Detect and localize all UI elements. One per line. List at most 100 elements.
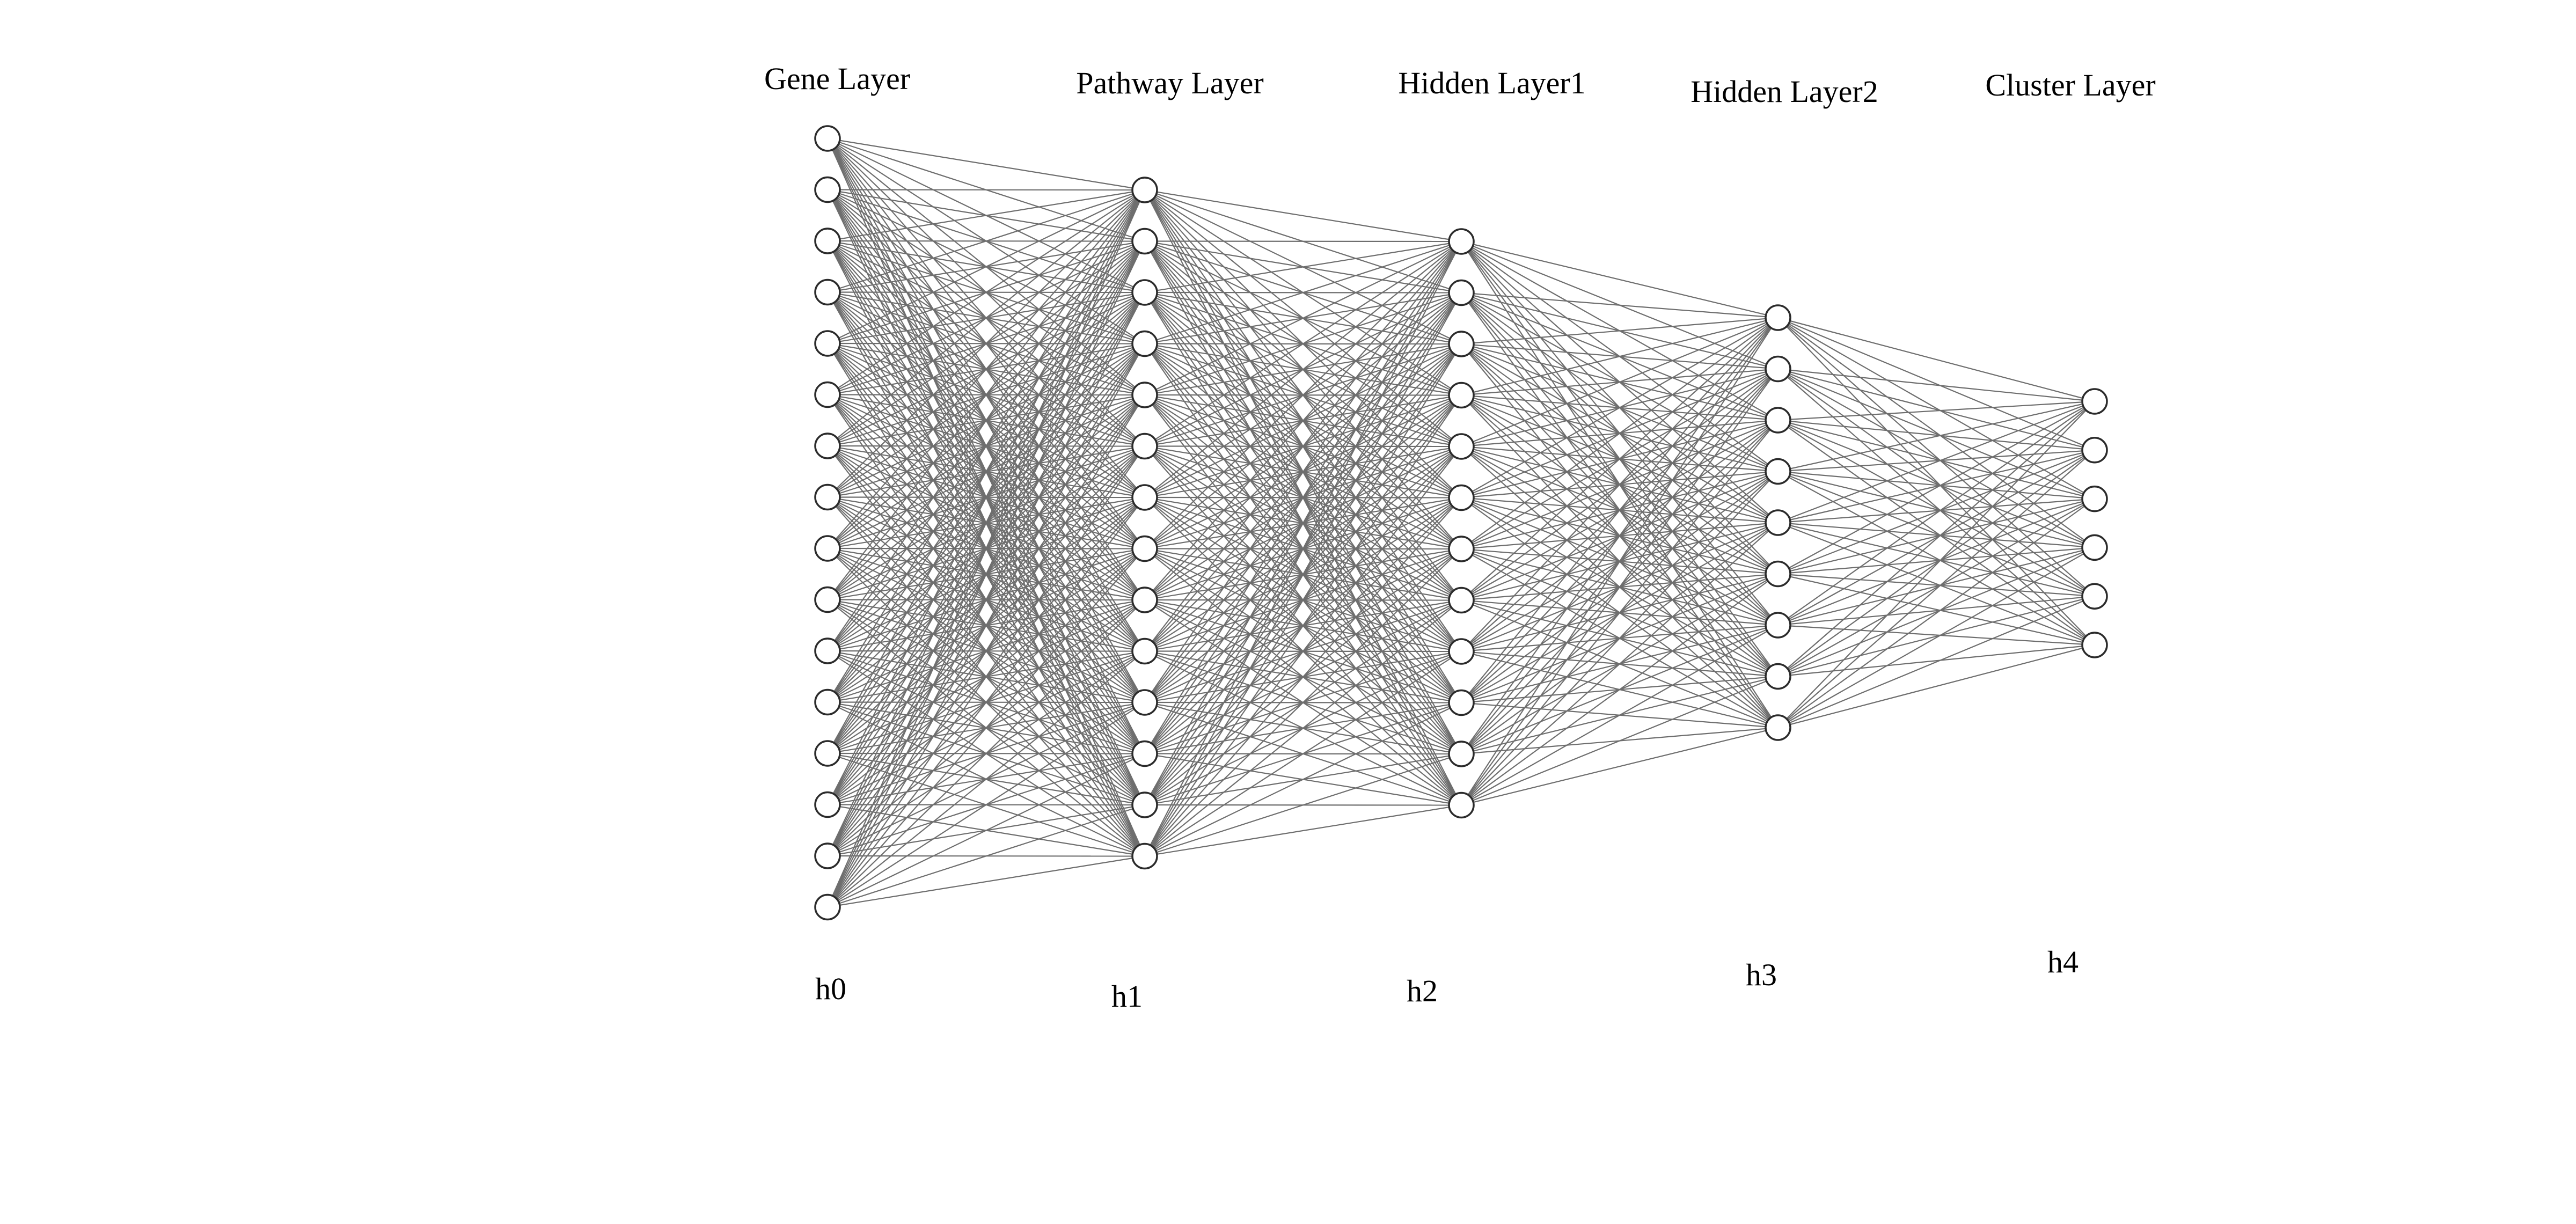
- edge-h0-8-h1-0: [827, 189, 1145, 549]
- edge-h3-7-h4-5: [1777, 644, 2095, 677]
- edge-h3-5-h4-0: [1777, 401, 2095, 575]
- edge-h1-13-h2-7: [1144, 599, 1462, 857]
- edge-h3-1-h4-5: [1777, 368, 2095, 646]
- edge-h3-7-h4-2: [1777, 498, 2095, 677]
- node-h3-6: [1765, 612, 1791, 639]
- edge-h3-1-h4-2: [1777, 368, 2095, 500]
- node-h3-2: [1765, 407, 1791, 434]
- edge-h3-2-h4-3: [1777, 419, 2095, 548]
- node-h4-4: [2081, 583, 2108, 610]
- edge-h3-4-h4-1: [1777, 449, 2095, 524]
- edge-h1-13-h2-3: [1144, 394, 1462, 857]
- edge-h3-4-h4-5: [1777, 522, 2095, 646]
- edge-h0-15-h1-7: [827, 548, 1145, 908]
- edge-h3-2-h4-0: [1777, 400, 2095, 421]
- edge-h3-7-h4-1: [1777, 449, 2095, 677]
- network-nodes: [814, 125, 2108, 921]
- edge-h2-11-h3-0: [1461, 317, 1779, 806]
- layer-title-hidden1: Hidden Layer1: [1398, 65, 1585, 100]
- edge-h2-3-h3-0: [1461, 317, 1779, 396]
- node-h0-9: [814, 586, 841, 613]
- edge-h2-11-h3-7: [1461, 676, 1779, 806]
- node-h2-11: [1448, 791, 1475, 819]
- edge-h1-13-h2-4: [1144, 446, 1462, 857]
- node-h1-6: [1131, 484, 1158, 511]
- node-h3-0: [1765, 304, 1791, 331]
- node-h1-8: [1131, 587, 1158, 613]
- node-h0-5: [814, 381, 841, 408]
- edge-h1-13-h2-6: [1144, 548, 1462, 857]
- edge-h0-5-h1-0: [827, 189, 1145, 395]
- node-h3-5: [1765, 560, 1791, 588]
- node-h0-0: [814, 125, 841, 152]
- edge-h3-4-h4-4: [1777, 522, 2095, 597]
- node-h1-0: [1131, 177, 1158, 203]
- edge-h0-11-h1-0: [827, 189, 1145, 703]
- edge-h1-4-h2-0: [1144, 241, 1462, 395]
- node-h0-4: [814, 330, 841, 357]
- edge-h3-0-h4-2: [1777, 317, 2095, 500]
- node-h4-1: [2081, 437, 2108, 464]
- node-h1-7: [1131, 535, 1158, 562]
- node-h2-2: [1448, 331, 1475, 357]
- edge-h1-13-h2-11: [1144, 804, 1462, 857]
- edge-h0-15-h1-1: [827, 241, 1145, 907]
- edge-h2-11-h3-8: [1461, 727, 1779, 806]
- edge-h3-5-h4-2: [1777, 498, 2095, 575]
- edge-h0-15-h1-4: [827, 394, 1145, 908]
- edge-h0-15-h1-12: [827, 804, 1145, 908]
- edge-h1-5-h2-0: [1144, 241, 1462, 447]
- edge-h3-5-h4-3: [1777, 547, 2095, 575]
- node-h0-12: [814, 740, 841, 767]
- edge-h0-14-h1-0: [827, 189, 1145, 856]
- edge-h3-2-h4-2: [1777, 419, 2095, 500]
- node-h1-1: [1131, 228, 1158, 255]
- node-h0-11: [814, 688, 841, 716]
- node-h1-10: [1131, 689, 1158, 716]
- edge-h1-13-h2-1: [1144, 292, 1462, 857]
- edge-h2-0-h3-0: [1461, 240, 1779, 319]
- edge-h2-2-h3-0: [1461, 317, 1779, 345]
- edge-h0-15-h1-13: [827, 855, 1145, 908]
- edge-h0-15-h1-2: [827, 292, 1145, 908]
- edge-h0-10-h1-0: [827, 189, 1145, 651]
- edge-h1-13-h2-9: [1144, 702, 1462, 857]
- edge-h0-15-h1-10: [827, 702, 1145, 908]
- edge-h3-0-h4-3: [1777, 317, 2095, 548]
- edge-h2-11-h3-3: [1461, 471, 1779, 806]
- edge-h3-7-h4-4: [1777, 596, 2095, 677]
- edge-h1-13-h2-8: [1144, 651, 1462, 857]
- edge-h0-6-h1-0: [827, 189, 1145, 446]
- edge-h1-9-h2-0: [1144, 241, 1462, 652]
- edge-h1-12-h2-0: [1144, 241, 1462, 805]
- edge-h3-3-h4-4: [1777, 471, 2095, 597]
- node-h1-3: [1131, 330, 1158, 357]
- edge-h2-9-h3-0: [1461, 317, 1779, 703]
- edge-h0-4-h1-0: [827, 189, 1145, 344]
- edge-h2-5-h3-0: [1461, 317, 1779, 499]
- node-h0-1: [814, 176, 841, 203]
- node-h1-13: [1131, 842, 1158, 870]
- node-h0-8: [814, 535, 841, 562]
- edge-h1-13-h2-2: [1144, 343, 1462, 857]
- node-h4-3: [2081, 534, 2108, 561]
- node-h1-12: [1131, 791, 1158, 818]
- node-h3-1: [1765, 355, 1791, 383]
- node-h1-11: [1131, 740, 1158, 767]
- node-h1-9: [1131, 637, 1158, 665]
- edge-h3-4-h4-0: [1777, 400, 2095, 524]
- edge-h0-15-h1-9: [827, 650, 1145, 908]
- edge-h2-1-h3-0: [1461, 292, 1779, 319]
- edge-h0-12-h1-0: [827, 189, 1145, 754]
- edge-h3-2-h4-4: [1777, 420, 2095, 597]
- edge-h3-6-h4-3: [1777, 547, 2095, 626]
- edge-h3-8-h4-0: [1777, 401, 2095, 728]
- edge-h2-6-h3-0: [1461, 317, 1779, 549]
- edge-h3-8-h4-5: [1777, 644, 2095, 729]
- edge-h1-10-h2-0: [1144, 241, 1462, 703]
- node-h2-6: [1448, 536, 1475, 562]
- edge-h3-4-h4-3: [1777, 522, 2095, 548]
- edge-h3-1-h4-1: [1777, 368, 2095, 451]
- edge-h3-5-h4-1: [1777, 449, 2095, 575]
- edge-h3-1-h4-4: [1777, 368, 2095, 597]
